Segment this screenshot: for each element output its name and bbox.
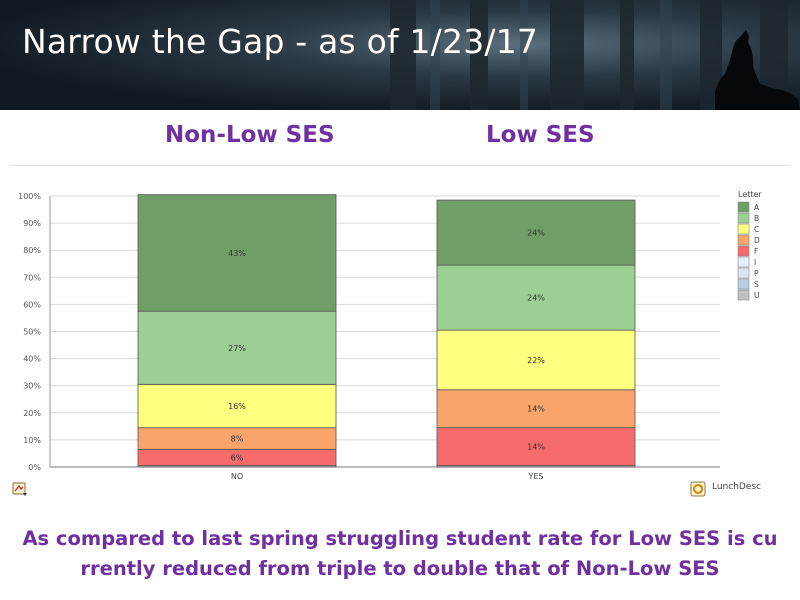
- legend-label: U: [754, 291, 760, 300]
- low-ses-heading: Low SES: [486, 122, 595, 148]
- slide-title: Narrow the Gap - as of 1/23/17: [22, 22, 539, 61]
- y-tick-label: 60%: [23, 300, 41, 309]
- legend-label: I: [754, 258, 756, 267]
- dimension-label: LunchDesc: [712, 482, 762, 492]
- x-tick-label: NO: [231, 472, 243, 480]
- data-label: 24%: [527, 294, 545, 303]
- legend-label: D: [754, 236, 760, 245]
- legend-title: Letter: [738, 190, 762, 199]
- y-tick-label: 10%: [23, 436, 41, 445]
- stacked-bar-chart: 0% 10% 20% 30% 40% 50% 60% 70% 80% 90% 100% 6% 8% 16%…: [18, 190, 762, 480]
- y-tick-label: 0%: [28, 463, 41, 472]
- data-label: 14%: [527, 405, 545, 414]
- legend-swatch-B: [737, 212, 750, 224]
- forest-background: [390, 0, 800, 110]
- legend-label: P: [754, 269, 759, 278]
- legend-swatch-P: [737, 267, 750, 279]
- legend-swatch-F: [737, 245, 750, 257]
- wolf-silhouette-icon: [715, 30, 800, 110]
- data-label: 22%: [527, 356, 545, 365]
- legend-label: B: [754, 214, 759, 223]
- y-tick-label: 50%: [23, 328, 41, 337]
- data-label: 16%: [228, 402, 246, 411]
- title-banner: Narrow the Gap - as of 1/23/17: [0, 0, 800, 110]
- non-low-ses-heading: Non-Low SES: [165, 122, 335, 148]
- caption-line-2: rrently reduced from triple to double th…: [80, 557, 720, 580]
- y-tick-label: 40%: [23, 355, 41, 364]
- bar-segment-B: [137, 310, 337, 385]
- y-tick-label: 90%: [23, 219, 41, 228]
- data-label: 6%: [231, 454, 244, 463]
- legend-swatch-A: [737, 201, 750, 213]
- y-tick-label: 30%: [23, 382, 41, 391]
- legend-label: F: [754, 247, 758, 256]
- legend-swatch-D: [737, 234, 750, 246]
- caption-line-1: As compared to last spring struggling st…: [22, 527, 778, 550]
- x-tick-label: YES: [527, 472, 543, 480]
- data-label: 14%: [527, 443, 545, 452]
- data-label: 43%: [228, 249, 246, 258]
- y-tick-label: 70%: [23, 273, 41, 282]
- y-tick-label: 80%: [23, 246, 41, 255]
- data-label: 27%: [228, 344, 246, 353]
- legend-label: A: [754, 203, 760, 212]
- legend-swatch-C: [737, 223, 750, 235]
- bar-segment-B: [436, 264, 636, 331]
- data-label: 8%: [231, 435, 244, 444]
- export-menu-icon[interactable]: [12, 481, 28, 497]
- legend-swatch-I: [737, 256, 750, 268]
- legend-label: C: [754, 225, 759, 234]
- bar-segment-C: [436, 329, 636, 391]
- bar-segment-F: [436, 427, 636, 467]
- legend-label: S: [754, 280, 759, 289]
- refresh-icon[interactable]: [690, 481, 706, 497]
- y-tick-label: 100%: [18, 192, 41, 201]
- bar-segment-A: [436, 199, 636, 266]
- legend-swatch-S: [737, 278, 750, 290]
- y-tick-label: 20%: [23, 409, 41, 418]
- data-label: 24%: [527, 229, 545, 238]
- bar-segment-C: [137, 383, 337, 429]
- bar-segment-A: [137, 194, 337, 312]
- caption: As compared to last spring struggling st…: [8, 524, 792, 584]
- bar-segment-D: [436, 389, 636, 429]
- divider-line: [10, 165, 790, 166]
- legend-swatch-U: [737, 289, 750, 301]
